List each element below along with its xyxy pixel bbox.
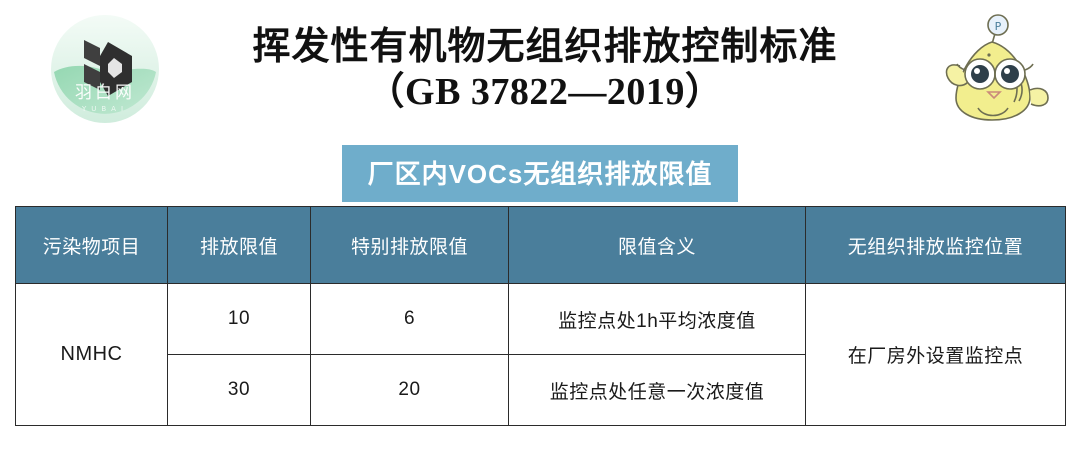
column-header-special-limit: 特别排放限值 xyxy=(310,206,509,284)
yubai-logo: 羽白网 YUBAI xyxy=(48,12,162,126)
cell-special-limit-row1: 6 xyxy=(310,283,509,355)
column-header-limit: 排放限值 xyxy=(167,206,311,284)
cell-limit-row1: 10 xyxy=(167,283,311,355)
section-banner: 厂区内VOCs无组织排放限值 xyxy=(341,144,739,202)
standard-title: 挥发性有机物无组织排放控制标准 xyxy=(252,25,838,68)
page-title: 挥发性有机物无组织排放控制标准 （GB 37822—2019） xyxy=(242,25,838,113)
table-row: NMHC 10 6 监控点处1h平均浓度值 在厂房外设置监控点 xyxy=(15,283,1066,426)
table-header-row: 污染物项目 排放限值 特别排放限值 限值含义 无组织排放监控位置 xyxy=(15,206,1066,284)
limits-table-wrap: 污染物项目 排放限值 特别排放限值 限值含义 无组织排放监控位置 NMHC 10… xyxy=(0,206,1080,426)
page-header: 羽白网 YUBAI 挥发性有机物无组织排放控制标准 （GB 37822—2019… xyxy=(0,0,1080,140)
cell-pollutant-nmhc: NMHC xyxy=(15,283,168,426)
column-header-monitoring-location: 无组织排放监控位置 xyxy=(805,206,1066,284)
cell-limit-row2: 30 xyxy=(167,354,311,426)
column-header-meaning: 限值含义 xyxy=(508,206,806,284)
mascot-antenna-label: P xyxy=(995,20,1002,33)
column-header-pollutant: 污染物项目 xyxy=(15,206,168,284)
table-row: 30 20 监控点处任意一次浓度值 xyxy=(16,354,1066,426)
logo-mark-icon xyxy=(84,40,132,96)
cell-meaning-row1: 监控点处1h平均浓度值 xyxy=(508,283,806,355)
cell-monitoring-location: 在厂房外设置监控点 xyxy=(805,283,1066,426)
standard-code: （GB 37822—2019） xyxy=(366,71,724,113)
cell-special-limit-row2: 20 xyxy=(310,354,509,426)
yellow-bird-mascot: P xyxy=(926,8,1058,134)
limits-table: 污染物项目 排放限值 特别排放限值 限值含义 无组织排放监控位置 NMHC 10… xyxy=(15,206,1066,426)
logo-brand-cn: 羽白网 xyxy=(75,83,135,103)
logo-brand-pinyin: YUBAI xyxy=(81,105,128,113)
cell-meaning-row2: 监控点处任意一次浓度值 xyxy=(508,354,806,426)
banner-row: 厂区内VOCs无组织排放限值 xyxy=(0,140,1080,206)
